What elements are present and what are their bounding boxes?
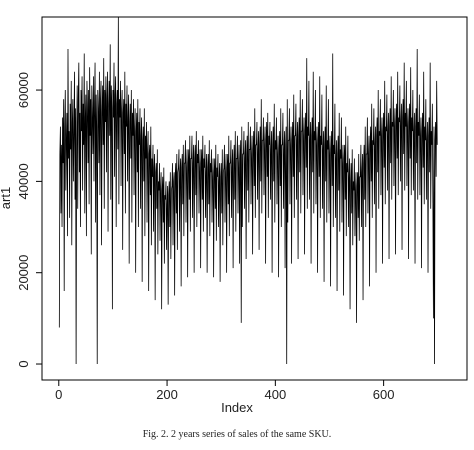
y-axis-label: art1 [0, 187, 13, 209]
x-tick-label: 400 [264, 387, 286, 402]
y-tick-label: 0 [16, 360, 31, 367]
y-tick-label: 40000 [16, 163, 31, 199]
y-tick-label: 20000 [16, 255, 31, 291]
caption: Fig. 2. 2 years series of sales of the s… [143, 429, 332, 440]
x-tick-label: 200 [156, 387, 178, 402]
x-tick-label: 600 [373, 387, 395, 402]
plot-frame [41, 16, 468, 381]
x-tick-label: 0 [55, 387, 62, 402]
x-axis-label: Index [221, 400, 253, 415]
y-tick-label: 60000 [16, 72, 31, 108]
series-line [58, 16, 438, 365]
